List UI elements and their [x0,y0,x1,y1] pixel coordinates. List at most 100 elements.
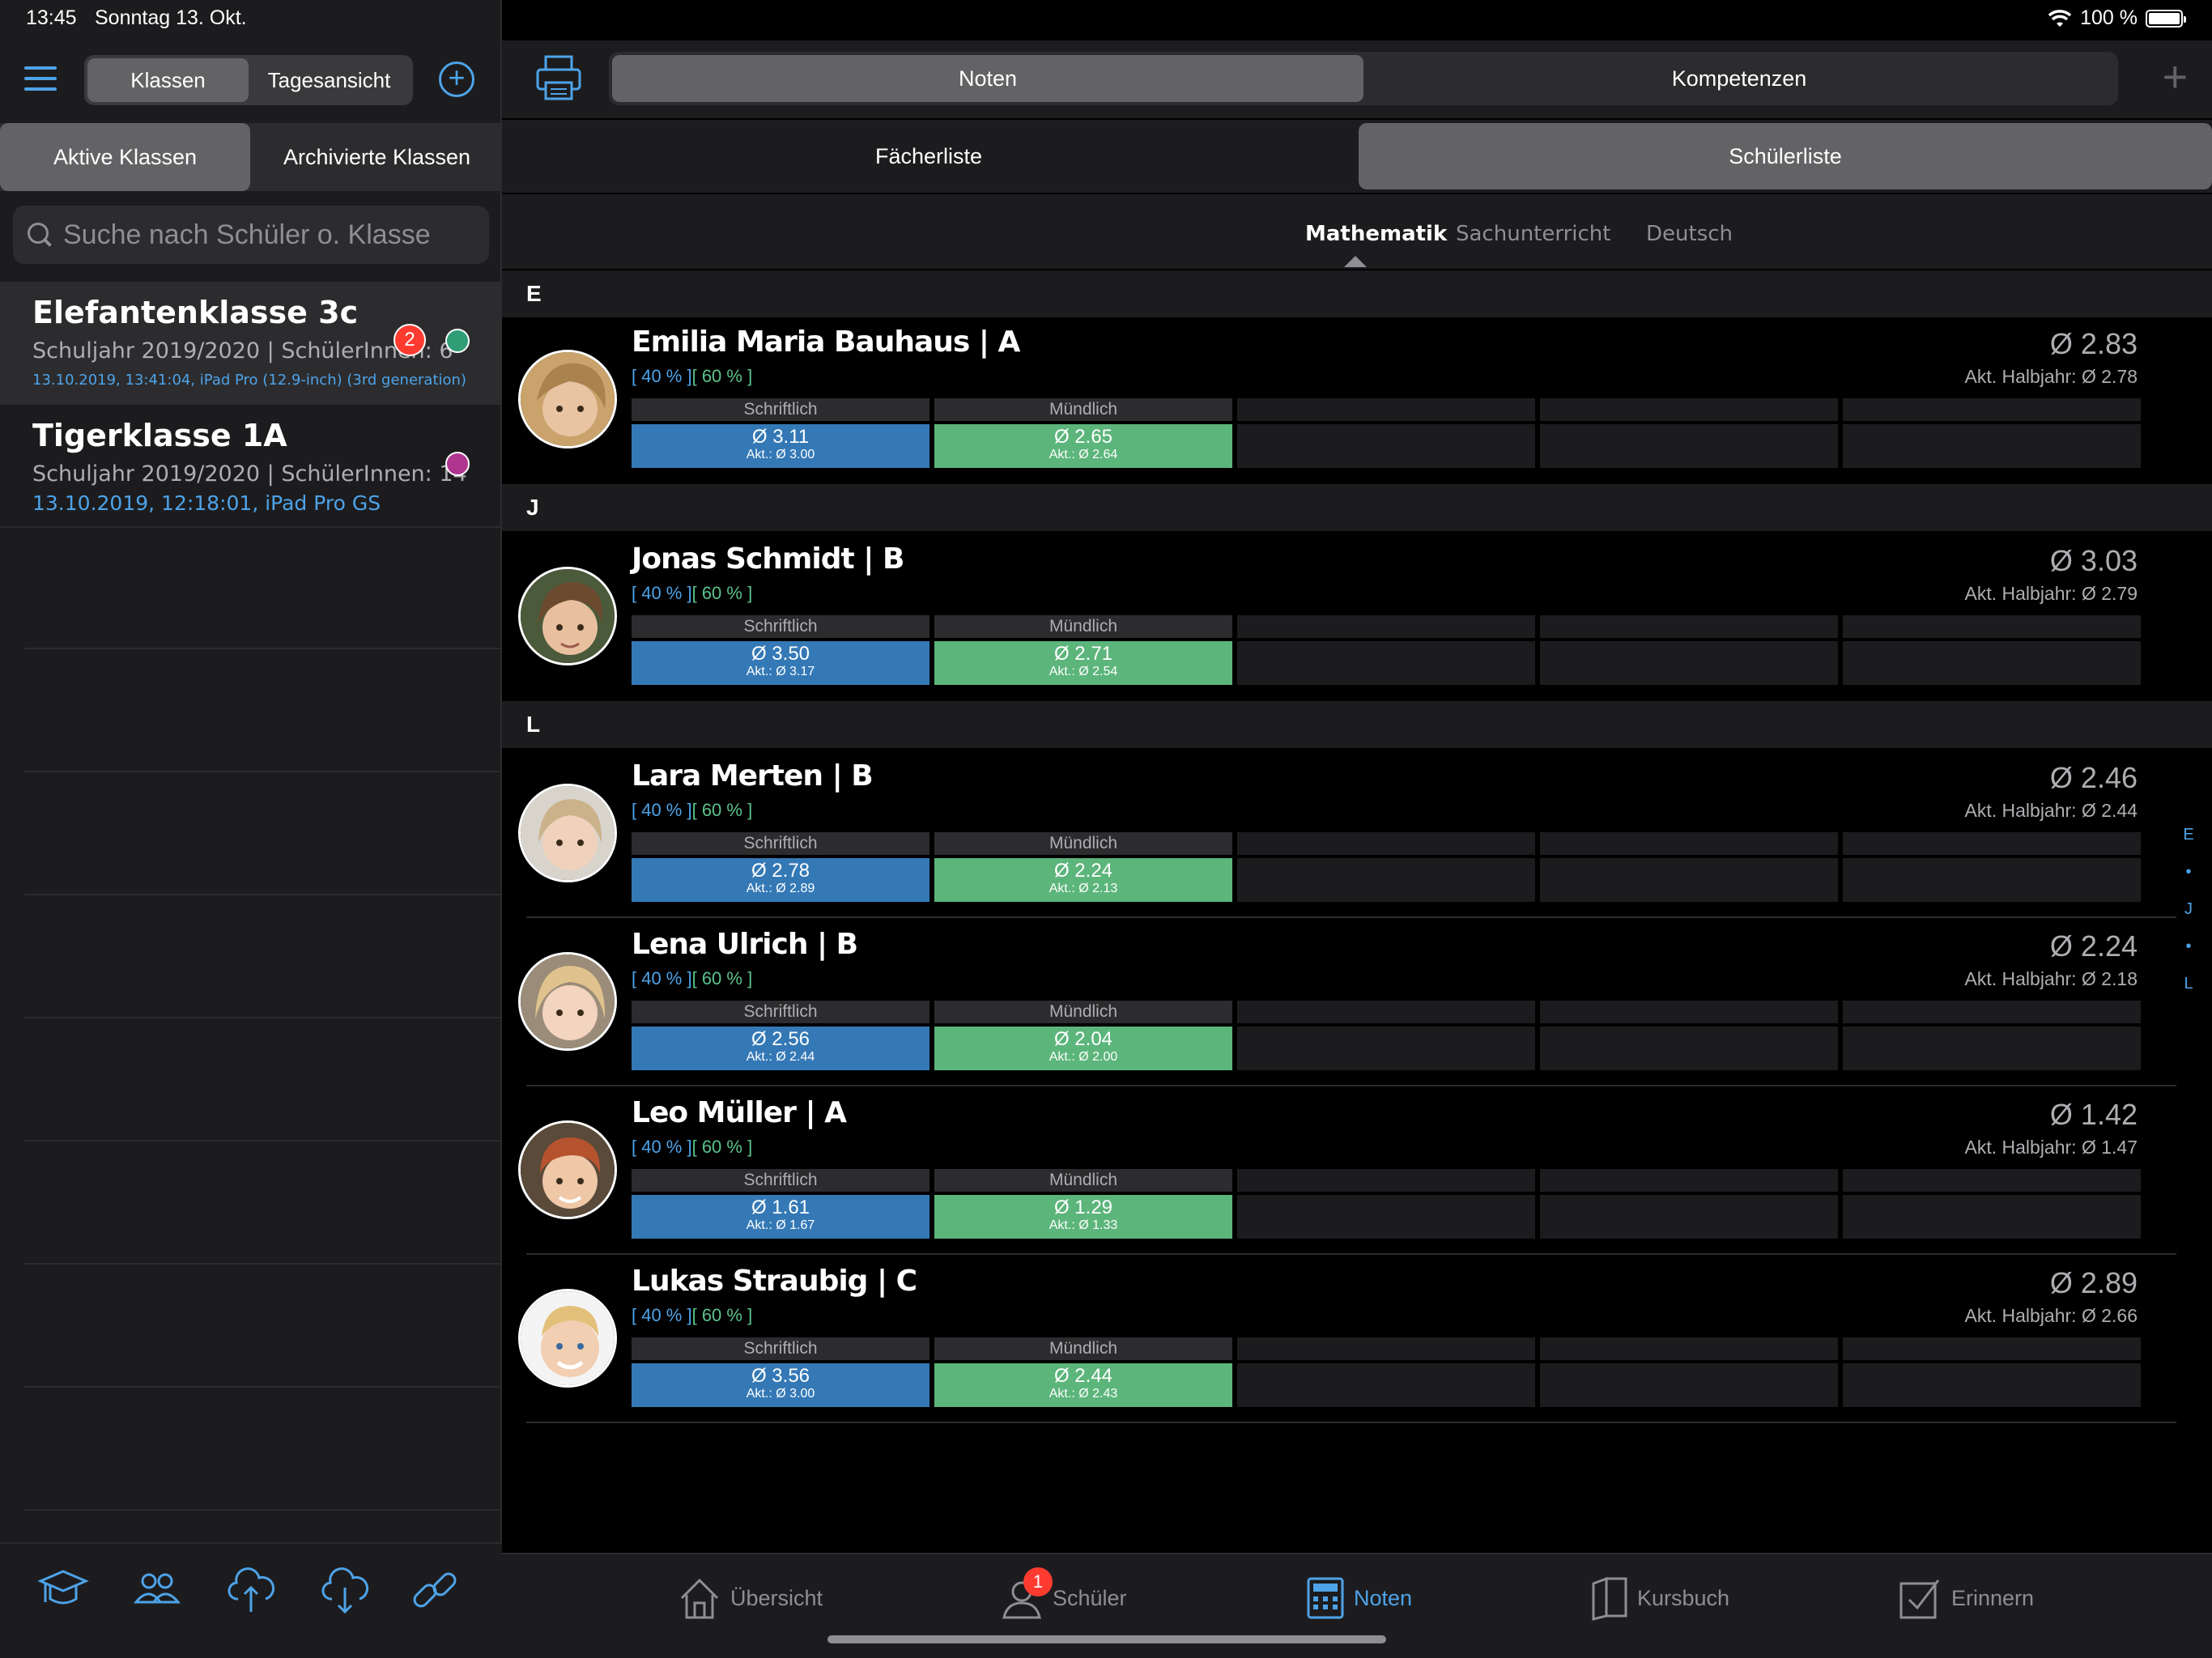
subject-tab-deutsch[interactable]: Deutsch [1646,222,1733,246]
avatar [518,1289,617,1388]
class-item-elefantenklasse[interactable]: Elefantenklasse 3c Schuljahr 2019/2020 |… [0,282,502,405]
graduation-cap-icon[interactable] [37,1567,89,1612]
grade-col-empty[interactable] [1237,1001,1535,1070]
status-right: 100 % [2048,6,2186,30]
grade-col-empty[interactable] [1843,1001,2141,1070]
grade-value: Ø 2.65 [1053,426,1113,448]
grade-col-schriftlich[interactable]: Schriftlich Ø 3.11 Akt.: Ø 3.00 [632,398,929,468]
tabbar-item-erinnern[interactable]: Erinnern [1898,1575,2034,1621]
grade-col-empty[interactable] [1843,832,2141,902]
tab-schuelerliste[interactable]: Schülerliste [1359,123,2212,189]
grade-col-empty[interactable] [1843,398,2141,468]
grade-col-empty[interactable] [1843,1169,2141,1239]
cloud-download-icon[interactable] [319,1567,371,1615]
student-row-lena[interactable]: Lena Ulrich | B [ 40 % ][ 60 % ] Ø 2.24 … [502,920,2212,1086]
grade-columns: Schriftlich Ø 3.56 Akt.: Ø 3.00 Mündlich … [632,1337,2141,1407]
weight-muendlich: [ 60 % ] [691,968,753,988]
book-icon [1592,1576,1627,1621]
student-row-lara[interactable]: Lara Merten | B [ 40 % ][ 60 % ] Ø 2.46 … [502,751,2212,918]
student-row-leo[interactable]: Leo Müller | A [ 40 % ][ 60 % ] Ø 1.42 A… [502,1088,2212,1255]
cloud-upload-icon[interactable] [225,1567,277,1615]
grade-col-schriftlich[interactable]: Schriftlich Ø 2.78 Akt.: Ø 2.89 [632,832,929,902]
grade-col-empty[interactable] [1540,1169,1838,1239]
search-input[interactable] [63,219,484,251]
tabbar-item-noten[interactable]: Noten [1305,1575,1412,1621]
grade-col-schriftlich[interactable]: Schriftlich Ø 1.61 Akt.: Ø 1.67 [632,1169,929,1239]
tabbar-item-uebersicht[interactable]: Übersicht [677,1575,823,1621]
search-icon [26,221,53,249]
avatar [518,952,617,1051]
home-indicator[interactable] [827,1635,1386,1643]
grade-weights: [ 40 % ][ 60 % ] [632,800,752,821]
grade-akt: Akt.: Ø 2.89 [746,882,815,895]
class-color-dot [445,452,470,476]
archive-segmented-control: Aktive Klassen Archivierte Klassen [0,123,502,191]
class-item-tigerklasse[interactable]: Tigerklasse 1A Schuljahr 2019/2020 | Sch… [0,405,502,528]
grade-col-empty[interactable] [1237,1337,1535,1407]
grade-col-empty[interactable] [1540,832,1838,902]
search-bar [13,206,489,264]
grade-col-label: Mündlich [934,1001,1232,1023]
section-index-bar[interactable]: E • J • L [2176,826,2201,1012]
grade-col-empty[interactable] [1540,615,1838,685]
student-row-emilia[interactable]: Emilia Maria Bauhaus | A [ 40 % ][ 60 % … [502,317,2212,484]
printer-icon[interactable] [534,53,583,102]
tab-kompetenzen[interactable]: Kompetenzen [1671,66,1807,91]
grade-col-muendlich[interactable]: Mündlich Ø 2.65 Akt.: Ø 2.64 [934,398,1232,468]
index-j[interactable]: J [2184,900,2193,918]
weight-schriftlich: [ 40 % ] [632,366,692,386]
tabbar-item-kursbuch[interactable]: Kursbuch [1589,1575,1729,1621]
subject-tab-sachunterricht[interactable]: Sachunterricht [1456,222,1611,246]
grade-col-label: Schriftlich [632,398,929,421]
halbjahr-average: Akt. Halbjahr: Ø 2.44 [1964,800,2138,821]
subject-tab-mathematik[interactable]: Mathematik [1305,222,1448,246]
grade-col-empty[interactable] [1540,1001,1838,1070]
grade-col-empty[interactable] [1237,615,1535,685]
grade-value: Ø 2.71 [1053,643,1113,665]
tab-tagesansicht[interactable]: Tagesansicht [267,67,391,92]
student-row-lukas[interactable]: Lukas Straubig | C [ 40 % ][ 60 % ] Ø 2.… [502,1256,2212,1423]
grade-akt: Akt.: Ø 2.44 [746,1050,815,1064]
grade-col-empty[interactable] [1237,832,1535,902]
halbjahr-average: Akt. Halbjahr: Ø 1.47 [1964,1137,2138,1158]
grade-col-schriftlich[interactable]: Schriftlich Ø 3.50 Akt.: Ø 3.17 [632,615,929,685]
grade-col-empty[interactable] [1540,1337,1838,1407]
grade-akt: Akt.: Ø 2.54 [1049,665,1118,678]
avatar [518,1120,617,1219]
tab-archivierte-klassen[interactable]: Archivierte Klassen [283,144,471,169]
grade-col-muendlich[interactable]: Mündlich Ø 2.24 Akt.: Ø 2.13 [934,832,1232,902]
grade-col-schriftlich[interactable]: Schriftlich Ø 2.56 Akt.: Ø 2.44 [632,1001,929,1070]
student-row-jonas[interactable]: Jonas Schmidt | B [ 40 % ][ 60 % ] Ø 3.0… [502,534,2212,701]
grade-weights: [ 40 % ][ 60 % ] [632,1137,752,1158]
grade-col-empty[interactable] [1843,615,2141,685]
menu-icon[interactable] [24,66,57,91]
add-icon[interactable]: + [2162,53,2188,101]
tabbar-label: Kursbuch [1637,1585,1730,1610]
grade-akt: Akt.: Ø 1.67 [746,1218,815,1232]
grade-col-muendlich[interactable]: Mündlich Ø 2.44 Akt.: Ø 2.43 [934,1337,1232,1407]
link-icon[interactable] [410,1567,462,1615]
index-l[interactable]: L [2184,975,2193,993]
student-name: Lara Merten | B [632,759,874,793]
overall-average: Ø 2.83 [2049,327,2138,360]
class-meta: Schuljahr 2019/2020 | SchülerInnen: 6 [32,338,453,363]
grade-col-muendlich[interactable]: Mündlich Ø 2.71 Akt.: Ø 2.54 [934,615,1232,685]
tab-klassen[interactable]: Klassen [87,58,249,102]
tab-noten[interactable]: Noten [612,55,1363,102]
group-icon[interactable] [131,1567,183,1612]
tabbar-item-schueler[interactable]: 1 Schüler [999,1567,1127,1621]
tab-aktive-klassen[interactable]: Aktive Klassen [0,123,250,191]
index-e[interactable]: E [2183,826,2194,844]
tab-faecherliste[interactable]: Fächerliste [874,143,983,168]
schueler-badge: 1 [1023,1567,1053,1596]
grade-col-empty[interactable] [1843,1337,2141,1407]
grade-col-empty[interactable] [1237,398,1535,468]
add-class-icon[interactable]: + [439,62,474,97]
grade-col-empty[interactable] [1237,1169,1535,1239]
grade-col-schriftlich[interactable]: Schriftlich Ø 3.56 Akt.: Ø 3.00 [632,1337,929,1407]
grade-col-muendlich[interactable]: Mündlich Ø 2.04 Akt.: Ø 2.00 [934,1001,1232,1070]
student-name: Emilia Maria Bauhaus | A [632,325,1020,359]
grade-col-empty[interactable] [1540,398,1838,468]
grade-col-muendlich[interactable]: Mündlich Ø 1.29 Akt.: Ø 1.33 [934,1169,1232,1239]
grade-value: Ø 2.78 [751,860,810,882]
